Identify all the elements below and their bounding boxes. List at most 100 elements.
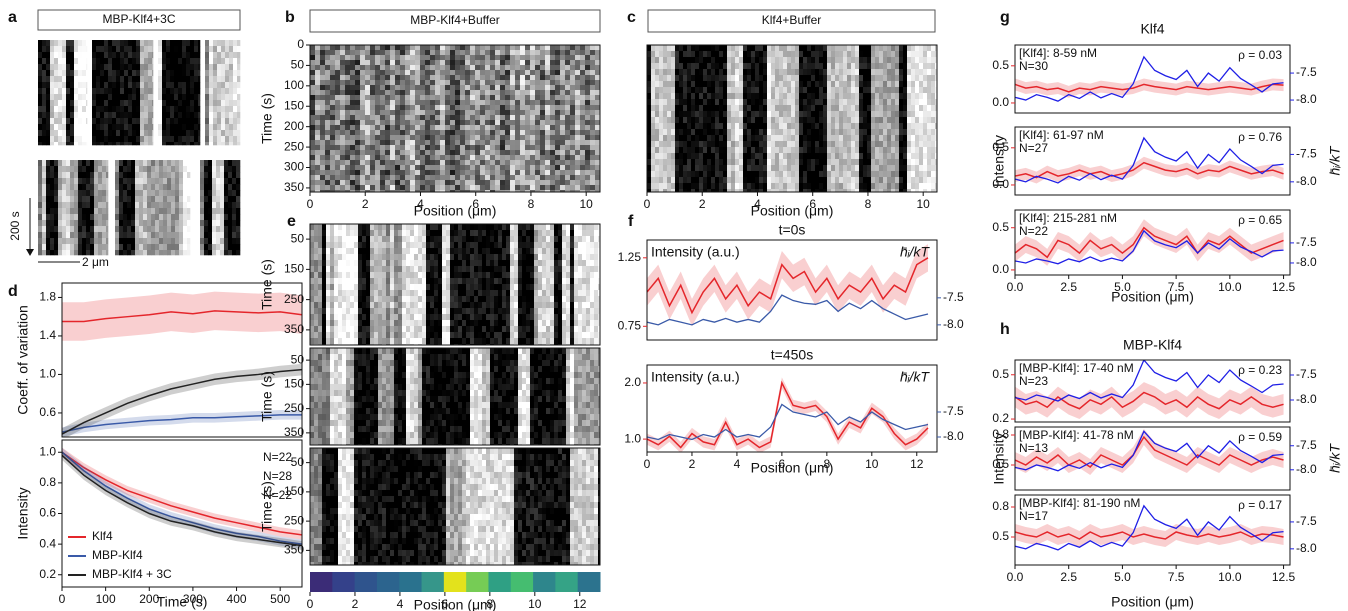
kymograph-pixel xyxy=(74,244,78,250)
kymograph-pixel xyxy=(86,226,90,232)
kymograph-pixel xyxy=(815,171,819,177)
kymograph-pixel xyxy=(739,129,743,135)
kymograph-pixel xyxy=(116,118,120,124)
kymograph-pixel xyxy=(691,177,695,183)
kymograph-pixel xyxy=(221,118,225,124)
kymograph-pixel xyxy=(500,85,505,90)
kymograph-pixel xyxy=(390,155,395,160)
kymograph-pixel xyxy=(102,250,106,255)
kymograph-pixel xyxy=(703,81,707,87)
kymograph-pixel xyxy=(38,166,42,172)
kymograph-pixel xyxy=(520,90,525,95)
kymograph-pixel xyxy=(565,110,570,115)
kymograph-pixel xyxy=(232,250,236,255)
kymograph-pixel xyxy=(148,76,152,82)
kymograph-pixel xyxy=(767,117,771,123)
kymograph-pixel xyxy=(123,178,127,184)
kymograph-pixel xyxy=(590,145,595,150)
kymograph-pixel xyxy=(887,51,891,57)
kymograph-pixel xyxy=(739,51,743,57)
kymograph-pixel xyxy=(380,95,385,100)
kymograph-pixel xyxy=(158,100,162,106)
kymograph-pixel xyxy=(155,184,159,190)
kymograph-pixel xyxy=(755,177,759,183)
kymograph-pixel xyxy=(490,135,495,140)
kymograph-pixel xyxy=(575,45,580,50)
kymograph-pixel xyxy=(221,130,225,136)
kymograph-pixel xyxy=(450,105,455,110)
kymograph-pixel xyxy=(839,111,843,117)
kymograph-pixel xyxy=(139,202,143,208)
kymograph-pixel xyxy=(430,180,435,185)
kymograph-pixel xyxy=(62,64,66,70)
kymograph-pixel xyxy=(485,115,490,120)
kymograph-pixel xyxy=(106,172,108,178)
kymograph-pixel xyxy=(74,40,78,46)
kymograph-pixel xyxy=(540,125,545,130)
kymograph-pixel xyxy=(847,45,851,51)
kymograph-pixel xyxy=(166,64,170,70)
kymograph-pixel xyxy=(209,82,213,88)
kymograph-pixel xyxy=(167,196,171,202)
kymograph-pixel xyxy=(410,60,415,65)
kymograph-pixel xyxy=(158,118,162,124)
kymograph-pixel xyxy=(751,123,755,129)
kymograph-pixel xyxy=(38,196,42,202)
kymograph-pixel xyxy=(570,145,575,150)
kymograph-pixel xyxy=(703,63,707,69)
kymograph-pixel xyxy=(115,202,119,208)
kymograph-pixel xyxy=(90,166,94,172)
kymograph-pixel xyxy=(198,106,200,112)
kymograph-pixel xyxy=(530,65,535,70)
kymograph-pixel xyxy=(229,52,233,58)
kymograph-pixel xyxy=(167,202,171,208)
kymograph-pixel xyxy=(221,64,225,70)
kymograph-pixel xyxy=(823,171,827,177)
kymograph-pixel xyxy=(175,178,179,184)
kymograph-pixel xyxy=(98,190,102,196)
kymograph-pixel xyxy=(703,123,707,129)
kymograph-pixel xyxy=(115,220,119,226)
kymograph-pixel xyxy=(545,155,550,160)
kymograph-pixel xyxy=(128,136,132,142)
kymograph-pixel xyxy=(485,130,490,135)
kymograph-pixel xyxy=(739,45,743,51)
kymograph-pixel xyxy=(86,64,87,70)
kymograph-pixel xyxy=(727,57,731,63)
kymograph-pixel xyxy=(405,70,410,75)
kymograph-pixel xyxy=(224,214,228,220)
kymograph-pixel xyxy=(200,232,204,238)
kymograph-pixel xyxy=(167,244,171,250)
kymograph-pixel xyxy=(178,76,182,82)
kymograph-pixel xyxy=(104,52,108,58)
kymograph-pixel xyxy=(695,57,699,63)
kymograph-pixel xyxy=(78,112,82,118)
kymograph-pixel xyxy=(510,60,515,65)
kymograph-pixel xyxy=(763,147,767,153)
kymograph-pixel xyxy=(390,160,395,165)
kymograph-pixel xyxy=(490,45,495,50)
kymograph-pixel xyxy=(803,183,807,189)
kymograph-pixel xyxy=(490,110,495,115)
kymograph-pixel xyxy=(851,87,855,93)
kymograph-pixel xyxy=(171,220,175,226)
kymograph-pixel xyxy=(310,100,315,105)
kymograph-pixel xyxy=(590,95,595,100)
kymograph-pixel xyxy=(405,155,410,160)
kymograph-pixel xyxy=(167,220,171,226)
kymograph-pixel xyxy=(683,117,687,123)
kymograph-pixel xyxy=(445,180,450,185)
kymograph-pixel xyxy=(208,232,212,238)
kymograph-pixel xyxy=(200,226,204,232)
kymograph-pixel xyxy=(545,130,550,135)
kymograph-pixel xyxy=(747,81,751,87)
kymograph-pixel xyxy=(54,46,58,52)
kymograph-pixel xyxy=(440,115,445,120)
kymograph-pixel xyxy=(525,140,530,145)
kymograph-pixel xyxy=(58,208,62,214)
kymograph-pixel xyxy=(82,250,86,255)
kymograph-pixel xyxy=(739,93,743,99)
kymograph-pixel xyxy=(525,160,530,165)
kymograph-pixel xyxy=(585,90,590,95)
kymograph-pixel xyxy=(98,196,102,202)
